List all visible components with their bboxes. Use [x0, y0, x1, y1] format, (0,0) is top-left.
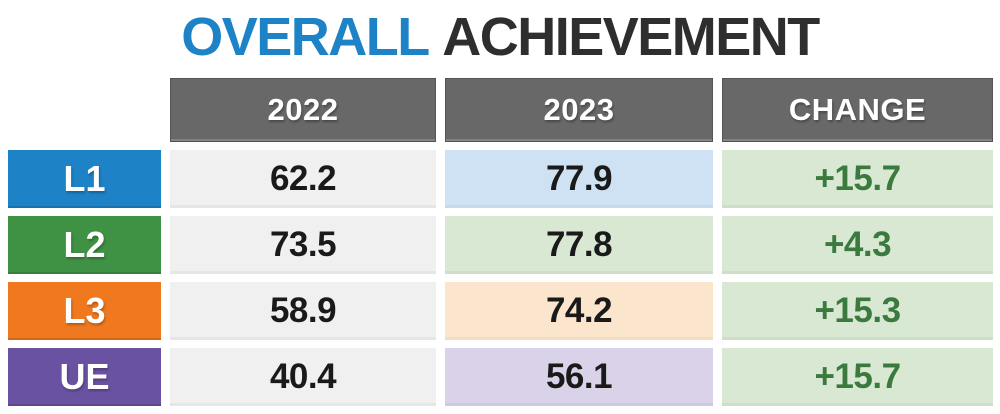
column-header-2022: 2022: [170, 78, 436, 142]
row-label-ue: UE: [8, 348, 161, 406]
cell-ue-change: +15.7: [722, 348, 993, 406]
cell-l2-change: +4.3: [722, 216, 993, 274]
cell-ue-2023: 56.1: [445, 348, 713, 406]
row-label-l2: L2: [8, 216, 161, 274]
page-title-rest: ACHIEVEMENT: [442, 7, 820, 67]
cell-l2-2022: 73.5: [170, 216, 436, 274]
cell-l3-2023: 74.2: [445, 282, 713, 340]
table-corner-cell: [8, 78, 161, 142]
page-title-highlight: OVERALL: [181, 7, 430, 67]
cell-l1-2023: 77.9: [445, 150, 713, 208]
achievement-table: 2022 2023 CHANGE L1 62.2 77.9 +15.7 L2 7…: [8, 78, 993, 406]
row-label-l1: L1: [8, 150, 161, 208]
page-title: OVERALL ACHIEVEMENT: [0, 2, 1000, 72]
page-title-spacer: [429, 7, 443, 67]
column-header-2023: 2023: [445, 78, 713, 142]
column-header-change: CHANGE: [722, 78, 993, 142]
cell-l1-2022: 62.2: [170, 150, 436, 208]
row-label-l3: L3: [8, 282, 161, 340]
cell-l3-2022: 58.9: [170, 282, 436, 340]
cell-l3-change: +15.3: [722, 282, 993, 340]
cell-ue-2022: 40.4: [170, 348, 436, 406]
cell-l2-2023: 77.8: [445, 216, 713, 274]
cell-l1-change: +15.7: [722, 150, 993, 208]
